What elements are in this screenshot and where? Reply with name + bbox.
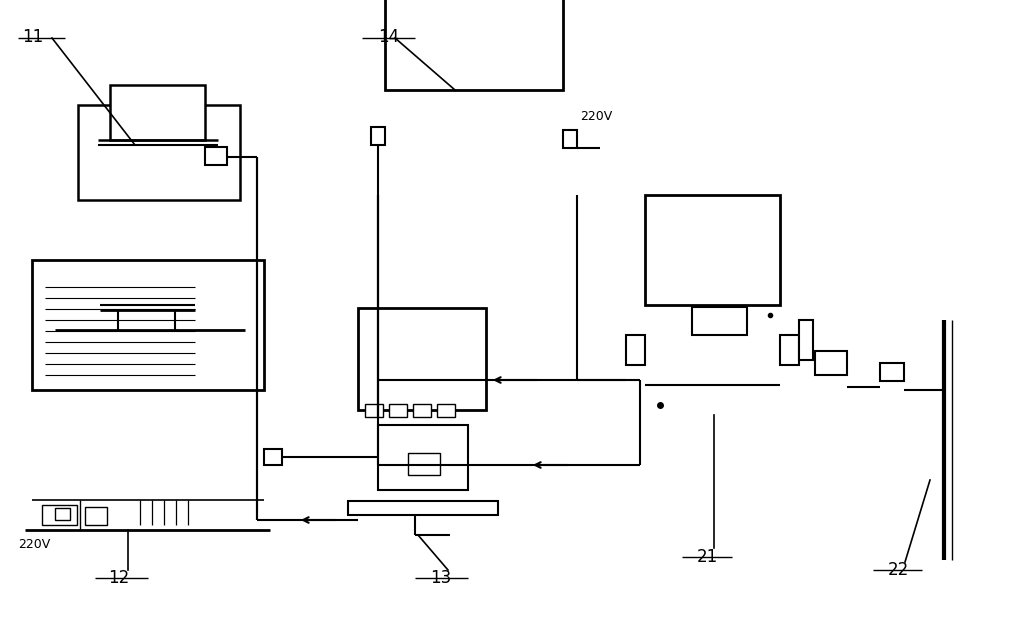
Bar bbox=[378, 425, 468, 490]
Bar bbox=[85, 507, 107, 525]
Bar bbox=[408, 453, 440, 475]
Bar bbox=[42, 505, 77, 525]
Text: 220V: 220V bbox=[18, 538, 51, 551]
Bar bbox=[55, 508, 70, 520]
Bar bbox=[780, 335, 799, 365]
Bar bbox=[413, 404, 431, 417]
Text: 220V: 220V bbox=[580, 110, 612, 123]
Bar bbox=[563, 130, 577, 148]
Bar bbox=[389, 404, 407, 417]
Bar bbox=[348, 501, 498, 515]
Bar bbox=[626, 335, 645, 365]
Bar bbox=[815, 351, 847, 375]
Bar bbox=[692, 307, 747, 335]
Text: 21: 21 bbox=[697, 548, 718, 566]
Text: 13: 13 bbox=[430, 569, 451, 587]
Bar bbox=[32, 260, 264, 390]
Bar bbox=[78, 105, 240, 200]
Text: 14: 14 bbox=[378, 28, 400, 46]
Text: 22: 22 bbox=[888, 561, 910, 579]
Bar bbox=[205, 147, 227, 165]
Bar bbox=[358, 308, 486, 410]
Bar bbox=[437, 404, 455, 417]
Bar bbox=[880, 363, 904, 381]
Bar bbox=[110, 85, 205, 140]
Bar bbox=[645, 195, 780, 305]
Bar bbox=[264, 449, 282, 465]
Bar bbox=[371, 127, 385, 145]
Text: 12: 12 bbox=[108, 569, 129, 587]
Bar bbox=[385, 0, 563, 90]
Text: 11: 11 bbox=[22, 28, 44, 46]
Bar bbox=[365, 404, 383, 417]
Bar bbox=[799, 320, 813, 360]
